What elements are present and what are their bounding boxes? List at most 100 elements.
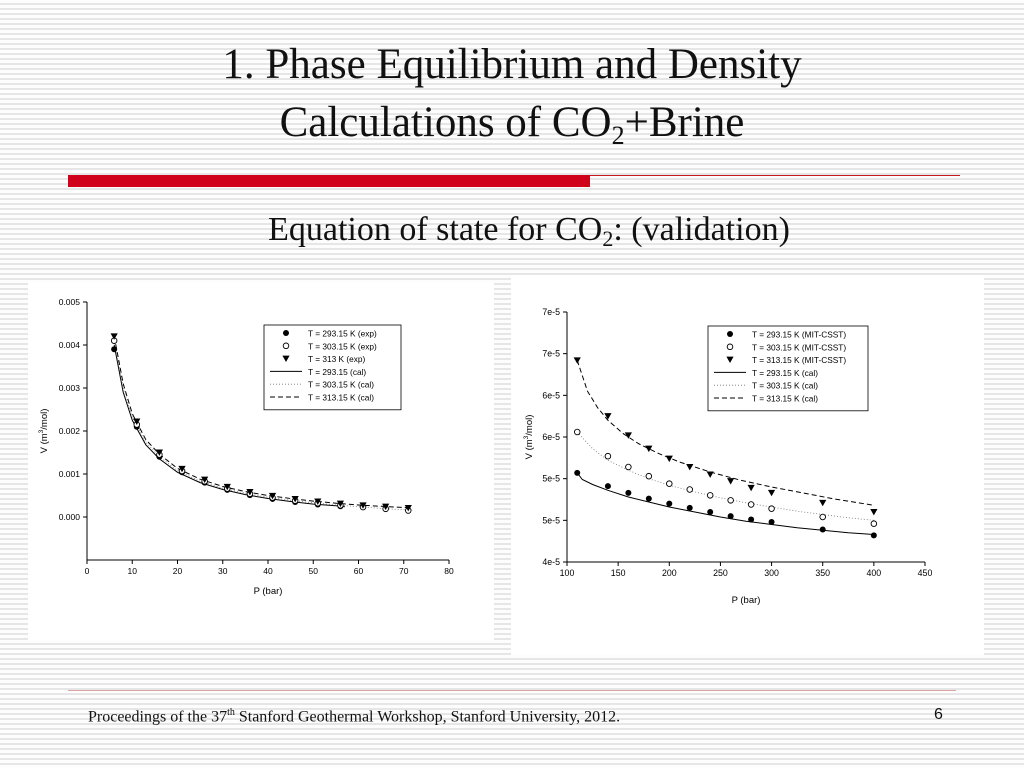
data-point xyxy=(819,526,826,533)
legend-label: T = 303.15 K (cal) xyxy=(752,381,818,391)
y-tick-label: 0.001 xyxy=(59,469,81,479)
footer-citation: Proceedings of the 37th Stanford Geother… xyxy=(88,707,620,726)
data-point xyxy=(819,513,826,521)
legend-label: T = 303.15 K (exp) xyxy=(308,341,377,351)
subtitle-subscript: 2 xyxy=(602,226,614,251)
y-tick-label: 0.004 xyxy=(59,340,81,350)
data-point xyxy=(624,432,632,439)
x-axis-label: P (bar) xyxy=(254,586,283,597)
data-point xyxy=(111,346,118,353)
slide-title: 1. Phase Equilibrium and Density Calcula… xyxy=(0,36,1024,152)
legend-label: T = 313.15 K (cal) xyxy=(752,394,818,404)
x-axis-label: P (bar) xyxy=(732,595,761,606)
series-line xyxy=(576,472,874,535)
y-axis-label: V (m3/mol) xyxy=(38,409,50,454)
data-point xyxy=(625,463,632,471)
data-point xyxy=(246,489,254,496)
data-point xyxy=(382,503,390,511)
y-axis-label-part: V (m xyxy=(39,433,50,453)
x-tick-label: 70 xyxy=(399,566,409,576)
legend-label: T = 313.15 K (MIT-CSST) xyxy=(752,355,846,365)
slide-subtitle: Equation of state for CO2: (validation) xyxy=(0,208,1024,252)
data-point xyxy=(870,509,878,516)
slide-title-line-1: 1. Phase Equilibrium and Density xyxy=(222,41,802,88)
y-tick-label: 0.003 xyxy=(59,383,81,393)
data-point xyxy=(665,455,673,463)
data-point xyxy=(767,489,776,497)
x-tick-label: 60 xyxy=(354,566,364,576)
data-point xyxy=(727,513,734,520)
chart-right: 100 150 200 250 300 350 400 450 4e-5 5e-5 5e-5 6e-5… xyxy=(523,307,933,606)
legend-swatch xyxy=(283,330,289,336)
y-axis-label-superscript: 3 xyxy=(38,429,45,433)
legend-label: T = 313.15 K (cal) xyxy=(308,393,374,403)
title-divider-line xyxy=(590,175,960,176)
footer-text-end: Stanford Geothermal Workshop, Stanford U… xyxy=(234,708,621,726)
y-axis-label: V (m3/mol) xyxy=(523,415,535,460)
x-tick-label: 100 xyxy=(560,568,575,578)
legend-swatch xyxy=(727,331,733,337)
y-axis-label-part: V (m xyxy=(524,439,535,459)
x-tick-label: 350 xyxy=(815,568,830,578)
slide-title-text: Calculations of CO xyxy=(279,99,612,146)
subtitle-text-end: : (validation) xyxy=(613,211,790,248)
data-point xyxy=(404,504,412,512)
legend-label: T = 303.15 K (MIT-CSST) xyxy=(752,342,846,352)
data-point xyxy=(201,476,209,483)
data-point xyxy=(573,357,581,364)
data-point xyxy=(604,483,611,490)
y-axis-label-part: /mol) xyxy=(524,415,535,436)
data-point xyxy=(291,495,299,503)
data-point xyxy=(747,484,755,492)
footer-divider xyxy=(68,690,956,691)
data-point xyxy=(574,469,581,476)
legend-label: T = 293.15 K (cal) xyxy=(752,368,818,378)
data-point xyxy=(223,483,231,491)
x-tick-label: 20 xyxy=(173,566,183,576)
data-point xyxy=(819,499,827,507)
y-axis-label-superscript: 3 xyxy=(523,435,530,439)
data-point xyxy=(133,418,141,425)
chart-left: 0 10 20 30 40 50 60 70 80 0.000 0.001 0.002 0.003 0.0… xyxy=(38,297,454,597)
data-point xyxy=(768,505,775,512)
data-point xyxy=(870,520,878,527)
data-point xyxy=(768,519,775,525)
data-point xyxy=(727,497,734,504)
series-line xyxy=(576,431,874,521)
x-tick-label: 450 xyxy=(918,568,933,578)
x-tick-label: 80 xyxy=(444,566,454,576)
title-accent-bar xyxy=(68,175,590,187)
data-point xyxy=(178,465,186,473)
data-point xyxy=(748,516,755,523)
legend-swatch xyxy=(726,343,734,351)
y-tick-label: 5e-5 xyxy=(542,515,560,525)
data-point xyxy=(645,495,652,502)
y-tick-label: 4e-5 xyxy=(542,557,560,567)
data-point xyxy=(604,413,612,420)
y-tick-label: 6e-5 xyxy=(542,432,560,442)
data-point xyxy=(686,504,693,511)
x-tick-label: 10 xyxy=(128,566,138,576)
data-point xyxy=(155,449,163,456)
data-point xyxy=(359,502,367,509)
data-point xyxy=(686,464,694,471)
data-point xyxy=(625,489,632,496)
data-point xyxy=(666,480,673,487)
y-axis-label-part: /mol) xyxy=(39,409,50,430)
y-tick-label: 0.005 xyxy=(59,297,81,307)
data-point xyxy=(747,501,755,508)
x-tick-label: 250 xyxy=(713,568,728,578)
x-tick-label: 0 xyxy=(85,566,90,576)
data-point xyxy=(268,492,277,500)
series-line xyxy=(113,336,413,509)
legend-swatch xyxy=(726,356,734,363)
legend-swatch xyxy=(282,355,290,362)
y-tick-label: 7e-5 xyxy=(542,349,560,359)
chart-panel-left: 0 10 20 30 40 50 60 70 80 0.000 0.001 0.002 0.003 0.0… xyxy=(28,282,494,640)
slide-title-text-end: +Brine xyxy=(624,99,745,146)
data-point xyxy=(727,478,735,485)
legend-label: T = 293.15 K (exp) xyxy=(308,329,377,339)
data-point xyxy=(870,532,877,539)
data-point xyxy=(645,472,653,480)
legend-box xyxy=(263,324,402,411)
